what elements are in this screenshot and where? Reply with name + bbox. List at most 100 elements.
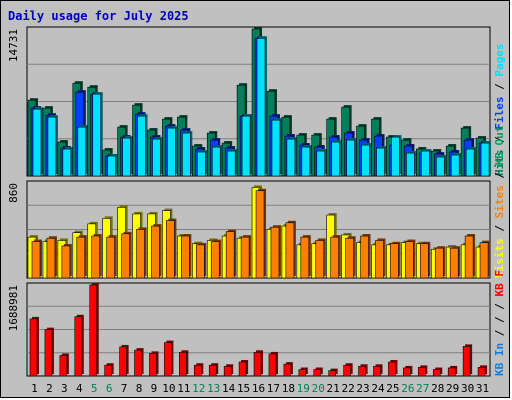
bar-pages-day-19 [301,146,311,177]
legend-separator: / [493,297,506,317]
bar-sites-day-3 [61,245,71,279]
legend-entry: Visits [493,238,506,278]
x-tick-label: 2 [46,382,53,395]
bar-pages-day-13 [211,146,221,177]
legend-entry: KB Out [493,126,506,166]
panel-bottom-ymax-label: 1688981 [7,285,20,331]
bar-sites-day-12 [195,244,205,279]
bar-kbytes-day-22 [343,364,351,377]
legend-entry: Hits [493,150,506,177]
bar-pages-day-30 [465,148,475,177]
x-tick-label: 21 [327,382,340,395]
chart-title: Daily usage for July 2025 [8,9,189,23]
panel-middle-legend: Visits / Sites / KB Out [493,126,506,278]
bar-pages-day-29 [450,154,460,177]
x-axis-labels: 1 2 3 4 5 6 7 8 9 10 11 12 13 14 15 16 17 18 19 20 21 22 23 24 2… [31,382,489,395]
x-tick-label: 24 [371,382,385,395]
bar-pages-day-4 [77,126,87,177]
x-tick-label: 23 [356,382,369,395]
x-tick-label: 25 [386,382,399,395]
panel-top: 14731 Hits / Files / Pages [7,26,506,177]
bar-sites-day-28 [434,247,444,279]
panel-middle: 860 Visits / Sites / KB Out [7,126,506,279]
bar-pages-day-18 [286,138,296,177]
bar-pages-day-9 [152,138,161,177]
bar-kbytes-day-9 [149,353,157,377]
panel-top-ymax-label: 14731 [7,29,20,62]
bar-pages-day-2 [47,116,57,177]
bar-kbytes-day-16 [253,351,262,377]
x-tick-label: 22 [341,382,354,395]
chart-panels: 14731 Hits / Files / Pages 860 Visits / Sit… [7,26,506,377]
bar-sites-day-18 [285,222,295,279]
bar-kbytes-day-15 [238,361,247,377]
legend-entry: / [493,316,506,323]
bar-kbytes-day-13 [208,364,217,377]
bar-pages-day-31 [480,142,490,177]
bar-kbytes-day-28 [432,369,441,377]
x-tick-label: 12 [192,382,205,395]
bar-kbytes-day-25 [388,361,396,377]
bar-kbytes-day-30 [462,346,471,377]
legend-separator: / [493,165,506,185]
x-tick-label: 18 [282,382,295,395]
bar-sites-day-30 [464,235,474,279]
bar-kbytes-day-26 [403,367,411,377]
x-tick-label: 3 [61,382,68,395]
bar-kbytes-day-8 [134,349,142,377]
bar-kbytes-day-7 [119,346,127,377]
bar-pages-day-3 [62,148,72,177]
bar-sites-day-6 [106,236,115,279]
bar-sites-day-4 [76,236,86,279]
bar-kbytes-day-11 [179,351,187,377]
bar-pages-day-12 [196,151,206,177]
bar-pages-day-11 [182,132,191,177]
bar-sites-day-19 [300,236,310,279]
bar-sites-day-1 [31,241,41,279]
bar-kbytes-day-2 [44,329,53,377]
bar-kbytes-day-24 [373,366,381,377]
legend-entry: KB F [493,270,506,297]
x-tick-label: 7 [121,382,128,395]
x-tick-label: 17 [267,382,280,395]
bar-kbytes-day-4 [74,316,83,377]
legend-separator: / [493,130,506,150]
bar-pages-day-28 [435,156,445,177]
panel-bottom-legend: KB In / / / KB F [493,270,506,376]
bar-sites-day-8 [136,229,145,279]
panel-middle-ymax-label: 860 [7,183,20,203]
bar-pages-day-10 [167,127,176,177]
bar-kbytes-day-19 [298,369,307,377]
bar-kbytes-day-18 [283,363,292,377]
x-tick-label: 1 [31,382,38,395]
bar-pages-day-21 [331,141,341,177]
bar-sites-day-9 [151,225,160,279]
bar-sites-day-7 [121,233,130,279]
bar-kbytes-day-1 [29,318,38,377]
x-tick-label: 15 [237,382,250,395]
bar-kbytes-day-21 [328,370,337,377]
bar-pages-day-16 [256,37,266,177]
bar-kbytes-day-5 [89,284,98,377]
x-tick-label: 19 [297,382,310,395]
x-tick-label: 11 [177,382,190,395]
bar-sites-day-5 [91,235,101,279]
bar-sites-day-21 [330,236,340,279]
bar-kbytes-day-17 [268,353,277,377]
bar-kbytes-day-27 [418,367,426,377]
x-tick-label: 8 [136,382,143,395]
legend-separator: / [493,77,506,97]
bar-kbytes-day-14 [223,366,232,377]
legend-entry: Sites [493,185,506,218]
bar-pages-day-22 [346,139,355,177]
legend-separator: / [493,218,506,238]
bar-kbytes-day-10 [164,342,172,377]
bar-sites-day-29 [449,247,459,279]
bar-sites-day-17 [270,226,280,279]
bar-sites-day-11 [181,235,190,279]
x-tick-label: 27 [416,382,429,395]
bar-pages-day-1 [32,108,42,177]
bar-pages-day-14 [226,150,236,177]
bar-kbytes-day-3 [59,355,68,377]
